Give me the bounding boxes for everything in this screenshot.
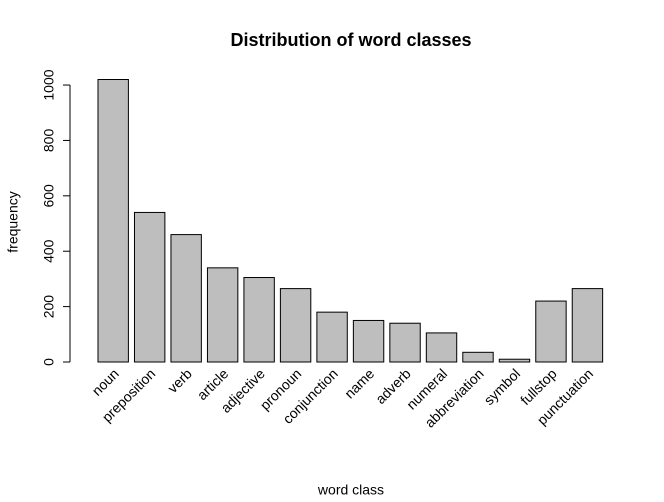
- bar: [206, 267, 239, 363]
- bar: [352, 319, 385, 363]
- x-tick-label: symbol: [481, 365, 524, 408]
- y-tick-label: 200: [41, 295, 57, 319]
- y-tick-label: 600: [41, 184, 57, 208]
- bar: [571, 288, 604, 363]
- y-tick-label: 1000: [41, 69, 57, 100]
- chart-title: Distribution of word classes: [230, 30, 471, 50]
- bar: [279, 288, 312, 363]
- y-tick-label: 400: [41, 239, 57, 263]
- bar: [425, 332, 458, 363]
- bar: [535, 300, 567, 363]
- y-tick-label: 0: [41, 358, 57, 366]
- x-axis-label: word class: [317, 482, 384, 498]
- y-axis-label: frequency: [5, 191, 21, 252]
- bar: [462, 351, 494, 363]
- bar: [133, 211, 166, 363]
- bar: [243, 277, 275, 363]
- bar: [170, 234, 202, 363]
- x-tick-label: noun: [89, 365, 122, 398]
- bar: [389, 322, 421, 363]
- bar: [498, 358, 531, 363]
- x-tick-label: verb: [164, 365, 195, 396]
- y-tick-label: 800: [41, 129, 57, 153]
- bar: [316, 311, 348, 363]
- bar: [97, 79, 129, 363]
